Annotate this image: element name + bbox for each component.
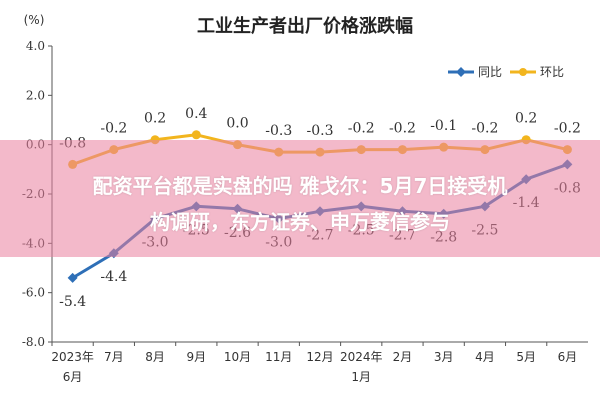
x-tick-label: 2024年 <box>340 350 383 364</box>
legend-marker-mom <box>519 68 527 76</box>
data-label-yoy: -5.4 <box>59 294 86 310</box>
x-tick-label: 10月 <box>224 350 251 364</box>
overlay-line-2: 构调研，东方证券、申万菱信参与 <box>150 210 450 234</box>
data-label-mom: 0.0 <box>226 116 248 132</box>
data-label-mom: -0.1 <box>430 118 457 134</box>
x-tick-label: 3月 <box>434 350 454 364</box>
overlay-banner <box>0 140 600 257</box>
data-label-mom: -0.2 <box>389 121 416 137</box>
x-tick-label: 11月 <box>265 350 292 364</box>
y-tick-label: 4.0 <box>26 39 45 53</box>
data-label-mom: -0.2 <box>471 121 498 137</box>
legend: 同比 环比 <box>448 65 564 79</box>
data-label-mom: 0.2 <box>144 111 166 127</box>
y-tick-label: -6.0 <box>22 286 45 300</box>
y-axis-unit: (%) <box>24 13 45 27</box>
data-point-yoy <box>67 272 78 283</box>
chart-title: 工业生产者出厂价格涨跌幅 <box>197 15 413 37</box>
x-tick-label: 6月 <box>63 370 83 384</box>
x-tick-label: 2023年 <box>51 350 94 364</box>
x-tick-label: 8月 <box>145 350 165 364</box>
x-tick-label: 12月 <box>306 350 333 364</box>
x-tick-label: 1月 <box>351 370 371 384</box>
overlay-line-1: 配资平台都是实盘的吗 雅戈尔：5月7日接受机 <box>92 174 508 198</box>
data-label-mom: -0.2 <box>348 121 375 137</box>
data-label-mom: 0.2 <box>515 111 537 127</box>
x-tick-label: 5月 <box>516 350 536 364</box>
data-label-mom: -0.2 <box>554 121 581 137</box>
legend-marker-yoy <box>456 67 466 77</box>
y-tick-label: -8.0 <box>22 335 45 349</box>
data-label-mom: 0.4 <box>185 106 207 122</box>
x-tick-label: 4月 <box>475 350 495 364</box>
legend-label-mom: 环比 <box>540 65 564 79</box>
data-label-yoy: -4.4 <box>100 269 127 285</box>
legend-label-yoy: 同比 <box>478 65 502 79</box>
x-tick-label: 9月 <box>186 350 206 364</box>
x-tick-label: 7月 <box>104 350 124 364</box>
x-tick-label: 2月 <box>393 350 413 364</box>
x-tick-label: 6月 <box>558 350 578 364</box>
y-tick-label: 2.0 <box>26 88 45 102</box>
data-label-mom: -0.2 <box>100 121 127 137</box>
overlay-headline: 配资平台都是实盘的吗 雅戈尔：5月7日接受机 构调研，东方证券、申万菱信参与 <box>0 168 600 240</box>
data-label-mom: -0.3 <box>307 123 334 139</box>
data-point-mom <box>191 130 201 140</box>
data-label-mom: -0.3 <box>265 123 292 139</box>
